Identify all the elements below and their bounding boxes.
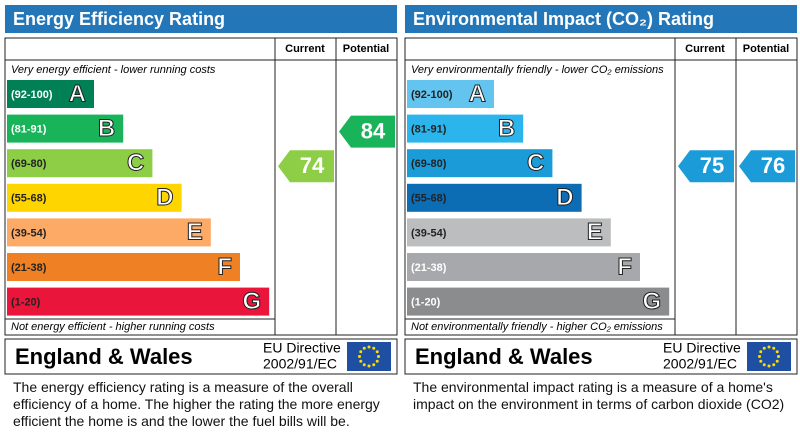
title-bar — [405, 5, 797, 33]
eu-star — [375, 359, 379, 363]
column-header: Current — [285, 43, 325, 55]
band-range: (92-100) — [411, 89, 453, 101]
band-letter: B — [498, 115, 515, 142]
column-header: Potential — [343, 43, 389, 55]
band-letter: F — [617, 253, 632, 280]
rating-band — [7, 183, 182, 212]
rating-band — [7, 218, 211, 247]
band-letter: C — [127, 150, 144, 177]
band-letter: E — [587, 219, 603, 246]
rating-band — [407, 149, 553, 178]
band-range: (69-80) — [11, 158, 47, 170]
eu-star — [362, 346, 366, 350]
band-letter: G — [643, 288, 662, 315]
top-note: Very energy efficient - lower running co… — [11, 64, 216, 76]
column-header: Current — [685, 43, 725, 55]
panel-title: Environmental Impact (CO₂) Rating — [413, 9, 714, 29]
eu-star — [372, 363, 376, 367]
band-range: (92-100) — [11, 89, 53, 101]
band-range: (21-38) — [411, 262, 447, 274]
band-letter: D — [556, 184, 573, 211]
panel-title: Energy Efficiency Rating — [13, 9, 225, 29]
rating-band — [7, 253, 240, 281]
bottom-note: Not energy efficient - higher running co… — [11, 321, 215, 333]
rating-band — [407, 218, 611, 247]
eu-star — [377, 355, 380, 358]
band-range: (39-54) — [11, 227, 47, 239]
rating-band — [407, 114, 524, 143]
directive: EU Directive — [263, 340, 341, 356]
rating-band — [407, 287, 670, 316]
rating-value: 74 — [300, 153, 325, 178]
band-range: (39-54) — [411, 227, 447, 239]
footer-box — [4, 338, 398, 375]
eu-star — [767, 345, 771, 349]
bottom-note: Not environmentally friendly - higher CO… — [411, 321, 663, 333]
band-range: (1-20) — [411, 297, 441, 309]
eu-star — [362, 363, 366, 367]
band-letter: F — [217, 253, 232, 280]
region: England & Wales — [415, 344, 593, 369]
description: The environmental impact rating is a mea… — [413, 379, 785, 412]
directive: 2002/91/EC — [663, 356, 737, 372]
top-note: Very environmentally friendly - lower CO… — [411, 64, 664, 76]
band-letter: A — [69, 80, 86, 107]
band-range: (55-68) — [411, 193, 447, 205]
band-letter: B — [98, 115, 115, 142]
eu-star — [775, 359, 779, 363]
band-range: (81-91) — [411, 124, 447, 136]
rating-value: 75 — [700, 153, 724, 178]
region: England & Wales — [15, 344, 193, 369]
eu-star — [359, 359, 363, 363]
directive: EU Directive — [663, 340, 741, 356]
eu-star — [762, 346, 766, 350]
band-letter: C — [527, 150, 544, 177]
rating-arrow — [339, 115, 395, 148]
band-letter: D — [156, 184, 173, 211]
eu-star — [772, 346, 776, 350]
rating-arrow — [678, 150, 734, 183]
directive: 2002/91/EC — [263, 356, 337, 372]
band-letter: A — [469, 80, 486, 107]
rating-band — [407, 253, 640, 281]
eu-star — [758, 355, 761, 358]
band-letter: G — [243, 288, 262, 315]
rating-band — [7, 80, 94, 108]
rating-band — [407, 183, 582, 212]
footer-box — [404, 338, 798, 375]
rating-band — [407, 80, 494, 108]
eu-star — [762, 363, 766, 367]
band-range: (1-20) — [11, 297, 41, 309]
eu-star — [358, 355, 361, 358]
band-letter: E — [187, 219, 203, 246]
band-range: (55-68) — [11, 193, 47, 205]
eu-star — [367, 364, 371, 368]
eu-star — [772, 363, 776, 367]
eu-star — [777, 355, 780, 358]
eu-star — [775, 350, 779, 354]
eu-star — [375, 350, 379, 354]
eu-star — [367, 345, 371, 349]
rating-band — [7, 149, 153, 178]
title-bar — [5, 5, 397, 33]
rating-band — [7, 287, 270, 316]
band-range: (69-80) — [411, 158, 447, 170]
eu-star — [767, 364, 771, 368]
description: The energy efficiency rating is a measur… — [13, 379, 380, 429]
eu-star — [759, 359, 763, 363]
eu-star — [759, 350, 763, 354]
eu-star — [372, 346, 376, 350]
rating-arrow — [278, 150, 334, 183]
rating-value: 76 — [761, 153, 785, 178]
rating-arrow — [739, 150, 795, 183]
eu-star — [359, 350, 363, 354]
column-header: Potential — [743, 43, 789, 55]
band-range: (81-91) — [11, 124, 47, 136]
rating-value: 84 — [361, 118, 386, 143]
rating-band — [7, 114, 124, 143]
band-range: (21-38) — [11, 262, 47, 274]
